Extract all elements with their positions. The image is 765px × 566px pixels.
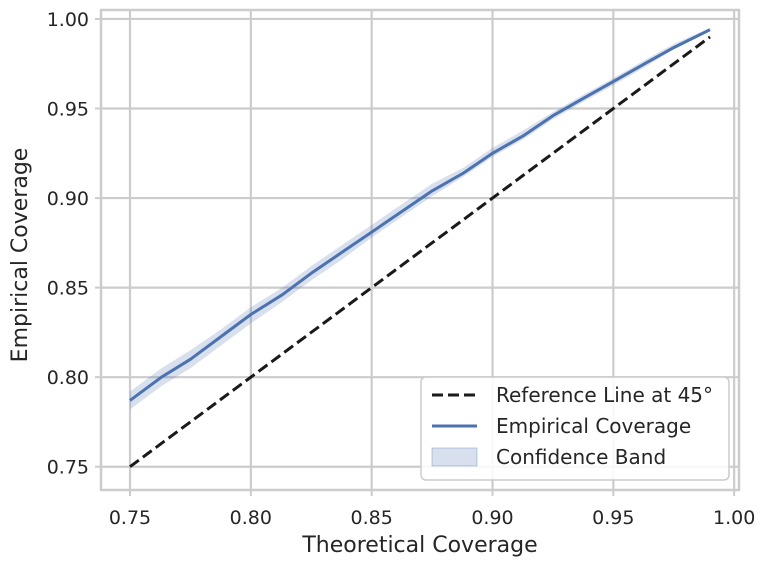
reference-line xyxy=(129,35,711,468)
y-tick-label: 0.95 xyxy=(47,99,89,121)
x-tick-label: 0.90 xyxy=(471,507,513,529)
lines-layer xyxy=(129,28,711,468)
y-tick-label: 0.90 xyxy=(47,188,89,210)
y-tick-label: 0.85 xyxy=(47,278,89,300)
x-tick-label: 0.95 xyxy=(592,507,634,529)
x-tick-label: 0.75 xyxy=(109,507,151,529)
legend: Reference Line at 45° Empirical Coverage C… xyxy=(420,376,730,481)
grid xyxy=(101,10,739,490)
legend-label: Reference Line at 45° xyxy=(496,383,713,407)
legend-label: Empirical Coverage xyxy=(496,414,691,438)
y-tick-label: 1.00 xyxy=(47,9,89,31)
empirical-coverage-line xyxy=(129,28,711,402)
x-tick-label: 0.80 xyxy=(230,507,272,529)
legend-swatch-confidence-band xyxy=(431,447,478,467)
y-tick-label: 0.75 xyxy=(47,457,89,479)
x-tick-label: 0.85 xyxy=(351,507,393,529)
plot-frame xyxy=(99,8,741,492)
legend-box xyxy=(420,376,730,481)
legend-label: Confidence Band xyxy=(496,445,666,469)
ticks: 0.75 0.80 0.85 0.90 0.95 1.00 0.75 0.80 0.85 0.90… xyxy=(47,9,756,529)
y-tick-label: 0.80 xyxy=(47,367,89,389)
y-axis-label: Empirical Coverage xyxy=(8,148,33,363)
x-tick-label: 1.00 xyxy=(713,507,755,529)
x-axis-label: Theoretical Coverage xyxy=(301,533,537,558)
